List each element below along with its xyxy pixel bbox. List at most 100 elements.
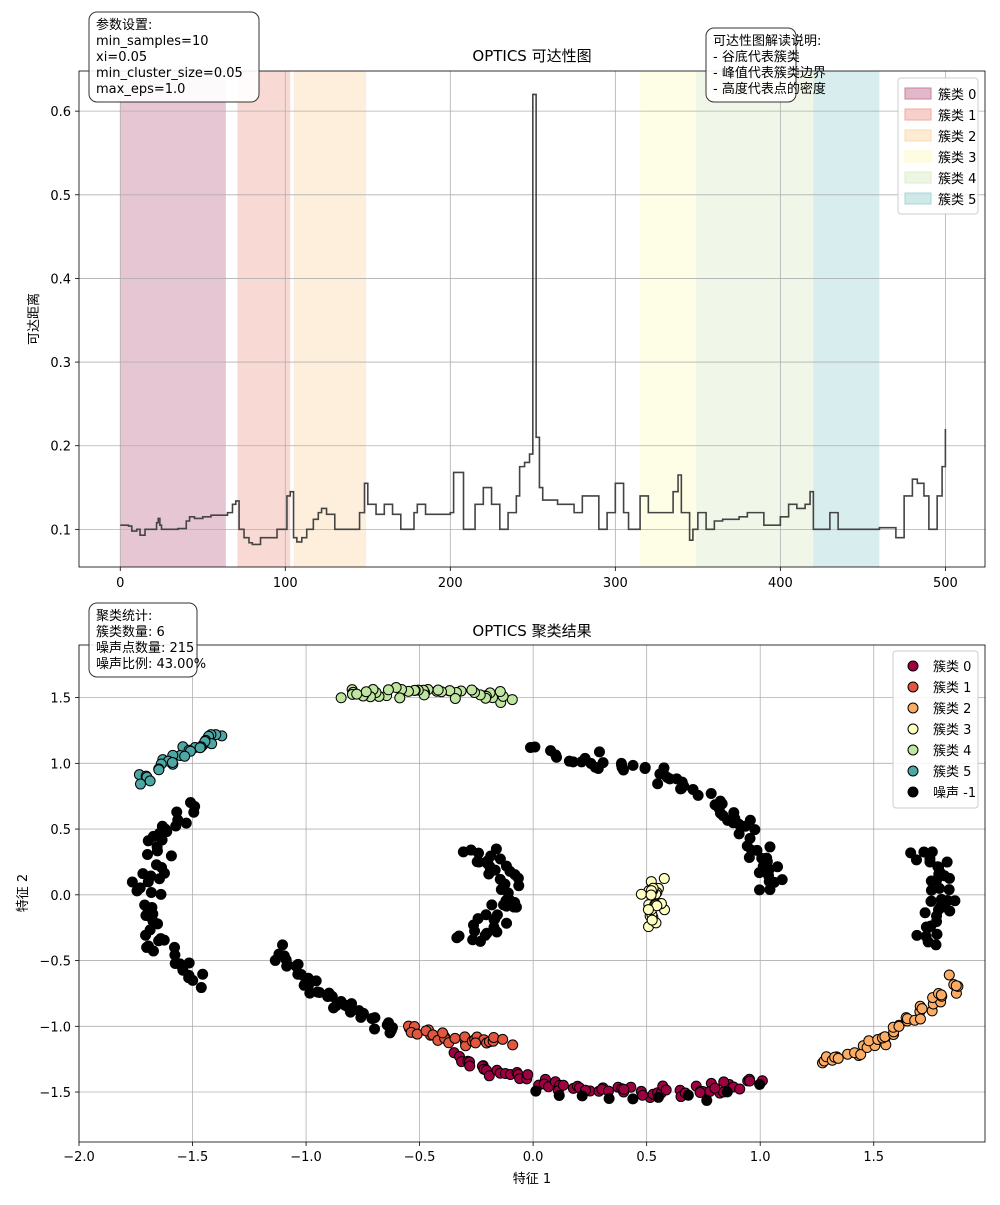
bottom-y-tick-label: 0.5: [50, 823, 71, 838]
top-legend-label-5: 簇类 5: [938, 193, 976, 208]
scatter-point-series-6: [925, 884, 937, 896]
top-legend-label-2: 簇类 2: [938, 130, 976, 145]
scatter-point-series-6: [576, 1090, 588, 1102]
scatter-point-series-6: [150, 859, 162, 871]
bottom-x-tick-label: −1.5: [177, 1150, 209, 1165]
scatter-point-series-6: [701, 1094, 713, 1106]
scatter-point-series-6: [465, 844, 477, 856]
bottom-x-tick-label: −2.0: [63, 1150, 95, 1165]
scatter-point-series-4: [432, 684, 444, 696]
top-y-tick-label: 0.4: [50, 272, 71, 287]
bottom-y-tick-label: −0.5: [39, 955, 71, 970]
scatter-point-series-6: [499, 878, 511, 890]
top-ticks: 0 100 200 300 400 500 0.1 0.2 0.3 0.4 0.5 0.6: [50, 105, 957, 591]
scatter-point-series-2: [855, 1049, 867, 1061]
scatter-point-series-6: [145, 886, 157, 898]
scatter-point-series-4: [360, 686, 372, 698]
scatter-point-series-6: [905, 847, 917, 859]
scatter-point-series-6: [553, 1089, 565, 1101]
bottom-grid: [78, 645, 985, 1142]
scatter-point-series-6: [943, 884, 955, 896]
scatter-point-series-3: [635, 888, 647, 900]
scatter-point-series-6: [292, 968, 304, 980]
scatter-point-series-0: [709, 1082, 721, 1094]
top-y-axis-label: 可达距离: [26, 293, 42, 345]
scatter-point-series-6: [715, 807, 727, 819]
scatter-point-series-5: [166, 756, 178, 768]
scatter-point-series-6: [473, 856, 485, 868]
stats-annotation-line-2: 噪声点数量: 215: [96, 641, 194, 656]
bottom-legend-label-5: 簇类 5: [933, 765, 971, 780]
scatter-point-series-0: [618, 1083, 630, 1095]
scatter-point-series-6: [126, 876, 138, 888]
scatter-point-series-6: [500, 860, 512, 872]
bottom-y-tick-label: 0.0: [50, 889, 71, 904]
guide-annotation-line-3: - 高度代表点的密度: [713, 81, 826, 97]
cluster-span-1: [237, 71, 291, 567]
scatter-point-series-6: [652, 778, 664, 790]
stats-annotation-line-0: 聚类统计:: [96, 609, 152, 624]
scatter-point-series-6: [155, 888, 167, 900]
scatter-point-series-6: [147, 945, 159, 957]
top-x-tick-label: 300: [603, 576, 628, 591]
scatter-point-series-6: [705, 787, 717, 799]
params-annotation: 参数设置:min_samples=10xi=0.05min_cluster_si…: [88, 11, 260, 103]
scatter-point-series-2: [950, 980, 962, 992]
scatter-point-series-2: [916, 1003, 928, 1015]
scatter-point-series-6: [764, 841, 776, 853]
scatter-point-series-6: [597, 757, 609, 769]
guide-annotation-line-1: - 谷底代表簇类: [713, 49, 800, 65]
scatter-point-series-6: [925, 895, 937, 907]
top-x-tick-label: 200: [438, 576, 463, 591]
scatter-point-series-0: [660, 1084, 672, 1096]
top-legend-swatch-3: [904, 150, 932, 163]
scatter-point-series-6: [328, 1002, 340, 1014]
cluster-span-4: [696, 71, 814, 567]
scatter-point-series-6: [627, 759, 639, 771]
scatter-point-series-0: [483, 1070, 495, 1082]
scatter-point-series-0: [744, 1075, 756, 1087]
bottom-chart-title: OPTICS 聚类结果: [472, 622, 591, 640]
top-y-tick-label: 0.1: [50, 523, 71, 538]
top-y-tick-label: 0.5: [50, 189, 71, 204]
scatter-point-series-2: [893, 1020, 905, 1032]
bottom-y-tick-label: −1.5: [39, 1086, 71, 1101]
scatter-point-series-6: [269, 954, 281, 966]
scatter-point-series-6: [728, 807, 740, 819]
scatter-point-series-6: [678, 780, 690, 792]
top-legend-label-1: 簇类 1: [938, 109, 976, 124]
scatter-point-series-6: [355, 1011, 367, 1023]
scatter-point-series-6: [501, 917, 513, 929]
bottom-legend-marker-1: [907, 681, 919, 693]
scatter-point-series-6: [671, 773, 683, 785]
bottom-x-tick-label: 0.0: [523, 1150, 544, 1165]
scatter-point-series-6: [147, 915, 159, 927]
bottom-legend-marker-5: [907, 765, 919, 777]
scatter-point-series-6: [366, 1012, 378, 1024]
scatter-point-series-3: [658, 873, 670, 885]
scatter-point-series-6: [140, 929, 152, 941]
scatter-point-series-3: [645, 889, 657, 901]
bottom-legend-marker-2: [907, 702, 919, 714]
bottom-x-axis-label: 特征 1: [513, 1172, 551, 1187]
scatter-point-series-3: [646, 914, 658, 926]
scatter-point-series-6: [195, 982, 207, 994]
bottom-x-tick-label: 0.5: [636, 1150, 657, 1165]
scatter-point-series-6: [919, 907, 931, 919]
scatter-point-series-6: [627, 1093, 639, 1105]
top-legend-label-0: 簇类 0: [938, 88, 976, 103]
scatter-point-series-6: [530, 1085, 542, 1097]
top-legend-label-4: 簇类 4: [938, 172, 976, 187]
stats-annotation-frame: [88, 602, 198, 678]
scatter-point-series-6: [490, 843, 502, 855]
params-annotation-line-3: min_cluster_size=0.05: [96, 66, 243, 81]
top-legend-swatch-4: [904, 171, 932, 184]
scatter-point-series-6: [509, 869, 521, 881]
scatter-point-series-3: [642, 904, 654, 916]
scatter-point-series-6: [776, 874, 788, 886]
scatter-point-series-6: [639, 763, 651, 775]
scatter-point-series-1: [449, 1032, 461, 1044]
scatter-point-series-5: [134, 778, 146, 790]
scatter-point-series-6: [714, 795, 726, 807]
bottom-y-tick-label: 1.5: [50, 692, 71, 707]
